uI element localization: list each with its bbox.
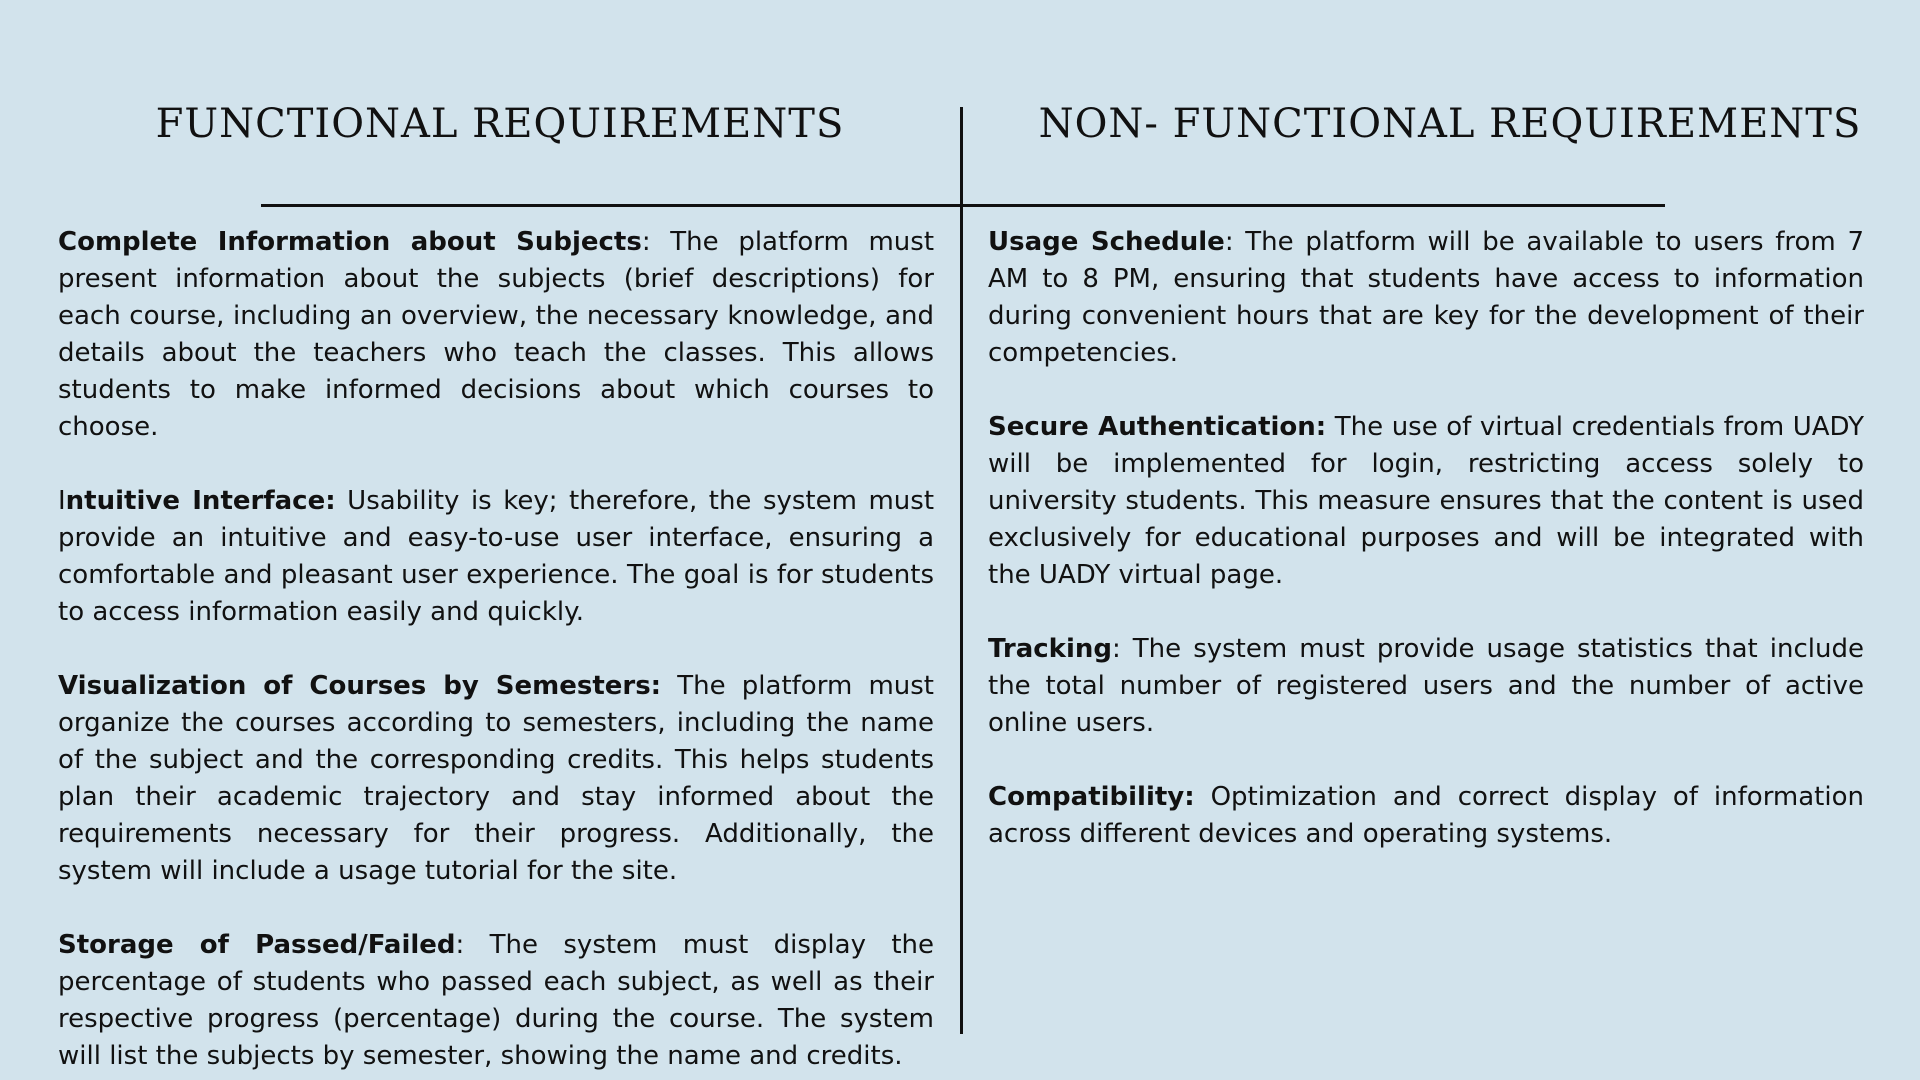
- non-functional-requirements-heading: NON- FUNCTIONAL REQUIREMENTS: [1038, 101, 1862, 147]
- requirement-separator: :: [1111, 634, 1121, 664]
- requirement-text: The system must provide usage statistics…: [988, 634, 1864, 738]
- requirement-intuitive-interface: Intuitive Interface: Usability is key; t…: [58, 483, 934, 631]
- requirement-title: Secure Authentication:: [988, 412, 1327, 442]
- functional-requirements-heading: FUNCTIONAL REQUIREMENTS: [155, 101, 845, 147]
- requirement-separator: :: [641, 227, 651, 257]
- requirement-text: Usability is key; therefore, the system …: [58, 486, 935, 627]
- requirement-separator: :: [455, 930, 465, 960]
- requirement-compatibility: Compatibility: Optimization and correct …: [988, 779, 1864, 853]
- requirement-title: Usage Schedule: [988, 227, 1225, 257]
- requirement-text: The use of virtual credentials from UADY…: [988, 412, 1864, 590]
- requirement-text: The platform will be available to users …: [988, 227, 1864, 368]
- functional-requirements-list: Complete Information about Subjects: The…: [58, 224, 934, 1080]
- horizontal-divider: [261, 204, 1665, 207]
- requirement-text: The platform must present information ab…: [58, 227, 935, 442]
- requirement-title: Visualization of Courses by Semesters:: [58, 671, 662, 701]
- requirement-complete-information: Complete Information about Subjects: The…: [58, 224, 934, 446]
- vertical-divider: [960, 107, 963, 1034]
- non-functional-requirements-list: Usage Schedule: The platform will be ava…: [988, 224, 1864, 890]
- requirement-storage-passed-failed: Storage of Passed/Failed: The system mus…: [58, 927, 934, 1075]
- requirement-tracking: Tracking: The system must provide usage …: [988, 631, 1864, 742]
- requirement-text: Optimization and correct display of info…: [988, 782, 1864, 849]
- requirement-title: Complete Information about Subjects: [58, 227, 642, 257]
- requirement-secure-authentication: Secure Authentication: The use of virtua…: [988, 409, 1864, 594]
- requirement-title: Tracking: [988, 634, 1112, 664]
- requirement-visualization-semesters: Visualization of Courses by Semesters: T…: [58, 668, 934, 890]
- requirement-text: The platform must organize the courses a…: [58, 671, 934, 886]
- requirement-title: Compatibility:: [988, 782, 1195, 812]
- requirement-separator: :: [1224, 227, 1234, 257]
- requirement-title: ntuitive Interface:: [65, 486, 336, 516]
- requirement-title-lead: I: [58, 486, 66, 516]
- requirement-usage-schedule: Usage Schedule: The platform will be ava…: [988, 224, 1864, 372]
- requirement-title: Storage of Passed/Failed: [58, 930, 456, 960]
- requirement-text: The system must display the percentage o…: [58, 930, 934, 1071]
